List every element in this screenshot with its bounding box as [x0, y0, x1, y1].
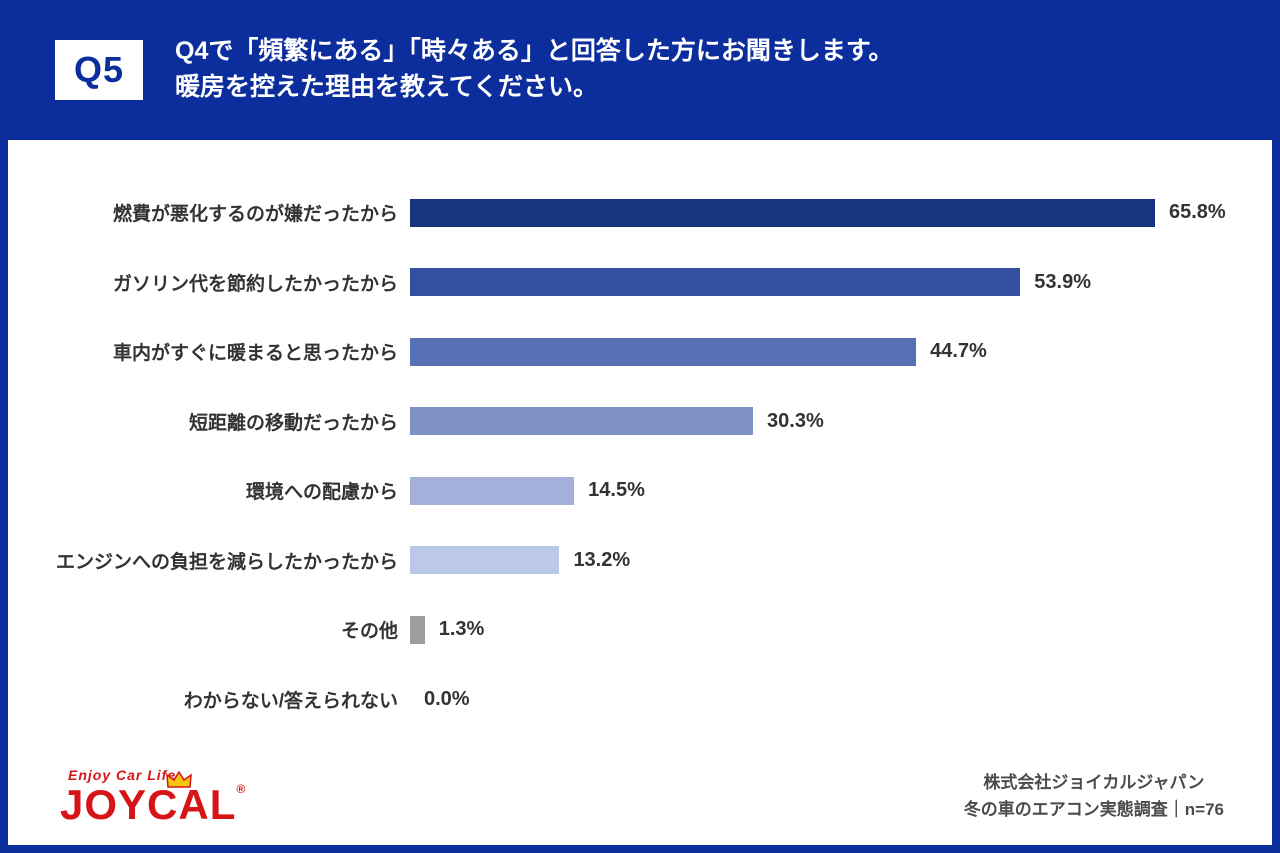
logo-tagline: Enjoy Car Life: [68, 766, 177, 783]
chart-row: その他 1.3%: [8, 595, 1272, 665]
chart-row: ガソリン代を節約したかったから 53.9%: [8, 248, 1272, 318]
bar-label: その他: [340, 621, 398, 643]
bar-label: 環境への配慮から: [245, 482, 398, 504]
header: Q5 Q4で「頻繁にある」「時々ある」と回答した方にお聞きします。 暖房を控えた…: [0, 0, 1280, 140]
bar-label: わからない/答えられない: [183, 690, 398, 712]
question-badge: Q5: [55, 40, 143, 100]
bar-label: 燃費が悪化するのが嫌だったから: [112, 204, 398, 226]
credit-company: 株式会社ジョイカルジャパン: [983, 773, 1205, 793]
bar: [410, 546, 560, 575]
bar-area: 0.0%: [398, 688, 1272, 711]
title-line-2: 暖房を控えた理由を教えてください。: [175, 73, 599, 102]
company-logo: Enjoy Car Life JOYCAL®: [60, 766, 245, 827]
chart-row: エンジンへの負担を減らしたかったから 13.2%: [8, 526, 1272, 596]
bar-value: 1.3%: [438, 618, 485, 641]
logo-text: JOYCAL: [60, 780, 237, 828]
bar-area: 65.8%: [398, 198, 1272, 227]
chart-row: 燃費が悪化するのが嫌だったから 65.8%: [8, 178, 1272, 248]
bar-area: 1.3%: [398, 615, 1272, 644]
bar-value: 44.7%: [930, 340, 987, 363]
bar: [410, 476, 575, 505]
bar-area: 14.5%: [398, 476, 1272, 505]
bar-area: 13.2%: [398, 546, 1272, 575]
page-title: Q4で「頻繁にある」「時々ある」と回答した方にお聞きします。 暖房を控えた理由を…: [175, 33, 893, 106]
bar-label: 短距離の移動だったから: [188, 412, 398, 434]
bar-value: 53.9%: [1034, 270, 1091, 293]
chart-row: 短距離の移動だったから 30.3%: [8, 387, 1272, 457]
bar: [410, 337, 917, 366]
bar-label: ガソリン代を節約したかったから: [112, 273, 398, 295]
bar-area: 53.9%: [398, 268, 1272, 297]
bar: [410, 407, 754, 436]
bar-value: 13.2%: [573, 548, 631, 571]
chart-rows: 燃費が悪化するのが嫌だったから 65.8% ガソリン代を節約したかったから 53…: [8, 178, 1272, 734]
bar-value: 0.0%: [424, 687, 470, 710]
registered-mark: ®: [236, 781, 247, 796]
bar-chart: 燃費が悪化するのが嫌だったから 65.8% ガソリン代を節約したかったから 53…: [8, 178, 1272, 734]
bar-area: 30.3%: [398, 407, 1272, 436]
bar-value: 14.5%: [588, 479, 645, 502]
credit-survey: 冬の車のエアコン実態調査｜n=76: [963, 799, 1224, 819]
chart-row: 環境への配慮から 14.5%: [8, 456, 1272, 526]
chart-row: 車内がすぐに暖まると思ったから 44.7%: [8, 317, 1272, 387]
bar-label: エンジンへの負担を減らしたかったから: [55, 551, 398, 573]
chart-panel: 燃費が悪化するのが嫌だったから 65.8% ガソリン代を節約したかったから 53…: [8, 140, 1272, 845]
bar: [410, 198, 1155, 227]
title-line-1: Q4で「頻繁にある」「時々ある」と回答した方にお聞きします。: [175, 37, 894, 65]
logo-wordmark: JOYCAL®: [60, 770, 245, 827]
bar-value: 65.8%: [1169, 201, 1226, 224]
bar: [410, 268, 1021, 297]
bar-area: 44.7%: [398, 337, 1272, 366]
bar-label: 車内がすぐに暖まると思ったから: [112, 343, 398, 365]
chart-row: わからない/答えられない 0.0%: [8, 665, 1272, 735]
survey-credit: 株式会社ジョイカルジャパン 冬の車のエアコン実態調査｜n=76: [964, 770, 1224, 823]
bar: [410, 615, 425, 644]
bar-value: 30.3%: [767, 409, 824, 432]
crown-icon: [166, 770, 192, 788]
